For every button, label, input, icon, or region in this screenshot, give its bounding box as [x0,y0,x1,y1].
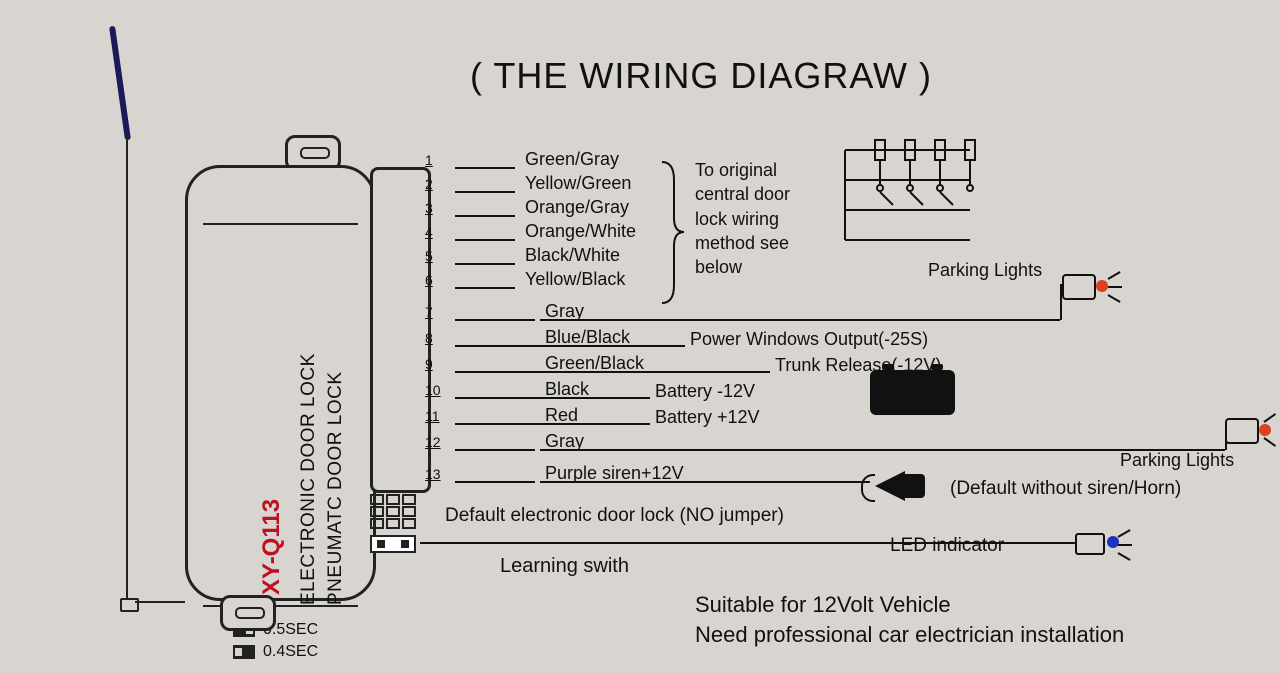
mount-ear-bottom [220,595,276,631]
wire-13-line [540,481,870,483]
module-panel: XY-Q113 ELECTRONIC DOOR LOCK PNEUMATC DO… [203,223,358,607]
bottom-note-1: Suitable for 12Volt Vehicle [695,590,1124,620]
wire-lead [455,397,650,399]
pin-number: 8 [425,330,433,346]
brace-note-line: lock wiring [695,207,790,231]
siren-note: (Default without siren/Horn) [950,478,1181,500]
aux-connector [370,492,425,552]
pin-number: 1 [425,152,433,168]
antenna-wire [126,135,128,605]
model-number: XY-Q113 [258,499,286,595]
wire-7-line [540,319,1060,321]
control-module: XY-Q113 ELECTRONIC DOOR LOCK PNEUMATC DO… [185,135,370,625]
wire-stub [455,263,515,265]
wire-stub [455,319,535,321]
pin-number: 12 [425,434,441,450]
wire-stub [455,239,515,241]
pin-number: 7 [425,304,433,320]
wire-stub [455,191,515,193]
brace-icon [660,160,685,305]
pin-number: 11 [425,408,440,424]
module-line-1: ELECTRONIC DOOR LOCK [298,353,320,605]
pin-number: 6 [425,272,433,288]
pin-connector [370,167,431,493]
wire-9-line [540,371,770,373]
wire-stub [455,287,515,289]
jumper-note: Default electronic door lock (NO jumper) [445,505,784,527]
pin-number: 13 [425,466,441,482]
wire-color: Green/Gray [525,149,619,170]
wire-stub [455,167,515,169]
brace-note-line: To original [695,158,790,182]
parking-light-2-label: Parking Lights [1120,450,1234,471]
module-body: XY-Q113 ELECTRONIC DOOR LOCK PNEUMATC DO… [185,165,376,601]
wire-function: Battery -12V [655,381,755,402]
bottom-note: Suitable for 12Volt Vehicle Need profess… [695,590,1124,649]
door-lock-relay-icon [835,130,985,250]
wire-color: Black/White [525,245,620,266]
brace-note-line: central door [695,182,790,206]
wiring-diagram: ( THE WIRING DIAGRAW ) XY-Q113 ELECTRONI… [0,0,1280,673]
module-line-2: PNEUMATC DOOR LOCK [325,371,347,605]
dip-label-2: 0.4SEC [263,643,318,661]
wire-stub [455,449,535,451]
wire-lead [455,345,685,347]
battery-icon [870,370,955,415]
dip-switch-2 [233,645,255,659]
pin-number: 4 [425,224,433,240]
wire-function: Power Windows Output(-25S) [690,329,928,350]
pin-number: 9 [425,356,433,372]
parking-light-1-label: Parking Lights [928,260,1042,281]
learning-switch-pins [370,535,416,553]
brace-note-line: method see [695,231,790,255]
parking-light-2-icon [1225,418,1259,444]
led-indicator-icon [1075,533,1105,560]
wire-7-up [1060,284,1062,320]
wire-color: Orange/Gray [525,197,629,218]
brace-note-line: below [695,255,790,279]
siren-icon [875,466,930,506]
wire-stub [455,481,535,483]
wire-color: Orange/White [525,221,636,242]
antenna-icon [109,26,131,141]
parking-light-1-icon [1062,274,1096,300]
diagram-title: ( THE WIRING DIAGRAW ) [470,55,932,97]
bottom-note-2: Need professional car electrician instal… [695,620,1124,650]
wire-function: Battery +12V [655,407,760,428]
wire-stub [455,215,515,217]
pin-number: 10 [425,382,441,398]
wire-12-up [1225,428,1227,450]
wire-color: Yellow/Green [525,173,631,194]
antenna-lead [135,601,185,603]
wire-color: Yellow/Black [525,269,625,290]
learning-switch-label: Learning swith [500,555,629,578]
pin-number: 2 [425,176,433,192]
wire-lead [455,423,650,425]
pin-number: 5 [425,248,433,264]
brace-note: To originalcentral doorlock wiringmethod… [695,158,790,279]
pin-number: 3 [425,200,433,216]
led-label: LED indicator [890,535,1004,557]
